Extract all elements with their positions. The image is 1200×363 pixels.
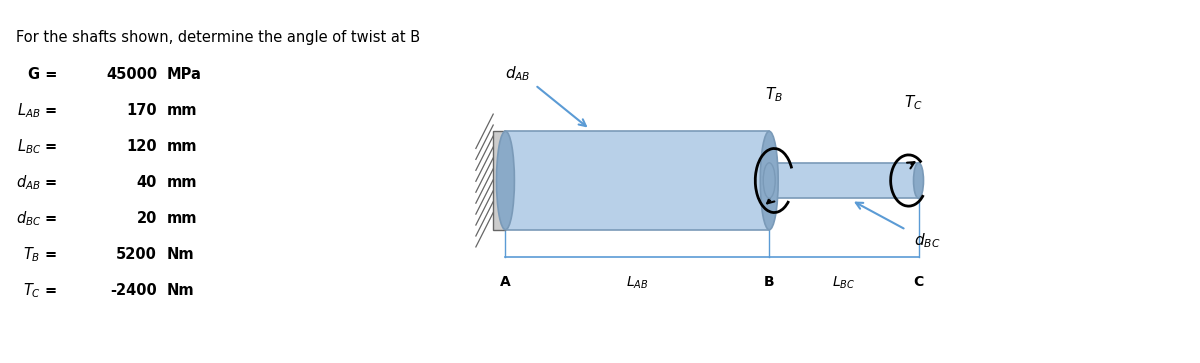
Text: Nm: Nm (167, 283, 194, 298)
Text: 170: 170 (126, 103, 157, 118)
Text: -2400: -2400 (110, 283, 157, 298)
Text: G =: G = (28, 67, 58, 82)
Ellipse shape (913, 163, 924, 198)
Ellipse shape (497, 131, 515, 230)
Text: A: A (500, 274, 511, 289)
Text: 40: 40 (137, 175, 157, 190)
Text: $T_B$: $T_B$ (766, 85, 784, 104)
Text: 20: 20 (137, 211, 157, 226)
Text: mm: mm (167, 139, 198, 154)
Text: $L_{AB}$: $L_{AB}$ (626, 274, 648, 291)
Text: Nm: Nm (167, 247, 194, 262)
Bar (493, 131, 505, 230)
Text: B: B (764, 274, 774, 289)
Text: $L_{AB}$ =: $L_{AB}$ = (17, 101, 58, 120)
Text: mm: mm (167, 211, 198, 226)
Text: $T_B$ =: $T_B$ = (23, 245, 58, 264)
Text: $d_{BC}$ =: $d_{BC}$ = (16, 209, 58, 228)
Ellipse shape (763, 163, 775, 198)
Text: 120: 120 (126, 139, 157, 154)
Text: 45000: 45000 (106, 67, 157, 82)
Text: $T_C$: $T_C$ (904, 93, 923, 111)
Text: $d_{BC}$: $d_{BC}$ (914, 232, 941, 250)
Text: $L_{BC}$ =: $L_{BC}$ = (17, 137, 58, 156)
Text: mm: mm (167, 175, 198, 190)
Ellipse shape (761, 131, 778, 230)
Text: $T_C$ =: $T_C$ = (23, 281, 58, 300)
Text: C: C (913, 274, 924, 289)
Text: $d_{AB}$: $d_{AB}$ (504, 64, 530, 83)
Text: mm: mm (167, 103, 198, 118)
Text: $L_{BC}$: $L_{BC}$ (833, 274, 856, 291)
Text: 5200: 5200 (116, 247, 157, 262)
Text: MPa: MPa (167, 67, 202, 82)
Bar (769, 163, 918, 198)
Text: For the shafts shown, determine the angle of twist at B: For the shafts shown, determine the angl… (16, 30, 420, 45)
Text: $d_{AB}$ =: $d_{AB}$ = (16, 173, 58, 192)
Bar (505, 131, 769, 230)
